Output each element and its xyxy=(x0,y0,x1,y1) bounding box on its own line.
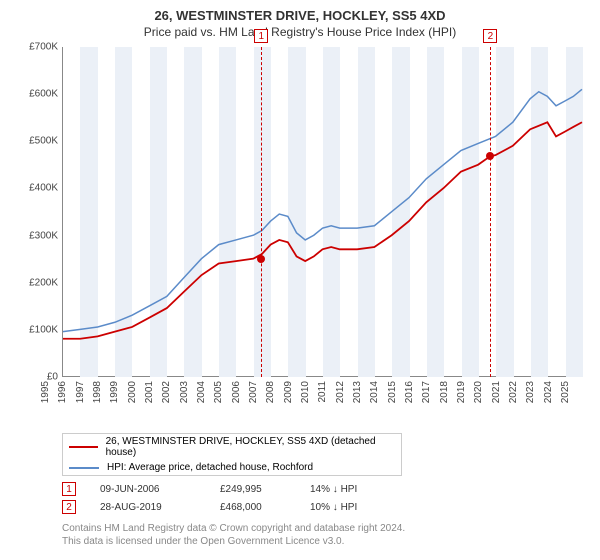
y-tick-label: £400K xyxy=(12,183,58,194)
sale-price: £468,000 xyxy=(220,502,310,513)
sale-diff: 14% ↓ HPI xyxy=(310,484,400,495)
event-point xyxy=(257,255,265,263)
y-tick-label: £200K xyxy=(12,277,58,288)
sale-badge: 2 xyxy=(62,500,76,514)
series-property xyxy=(63,122,582,338)
sales-table: 1 09-JUN-2006£249,99514% ↓ HPI 2 28-AUG-201… xyxy=(12,482,588,514)
event-line xyxy=(261,47,262,377)
legend-swatch xyxy=(69,467,99,469)
sale-diff: 10% ↓ HPI xyxy=(310,502,400,513)
event-line xyxy=(490,47,491,377)
legend-item: HPI: Average price, detached house, Roch… xyxy=(63,460,401,475)
chart-container: 26, WESTMINSTER DRIVE, HOCKLEY, SS5 4XD … xyxy=(0,0,600,560)
event-badge: 2 xyxy=(483,29,497,43)
chart-title: 26, WESTMINSTER DRIVE, HOCKLEY, SS5 4XD xyxy=(12,8,588,23)
legend-label: 26, WESTMINSTER DRIVE, HOCKLEY, SS5 4XD … xyxy=(106,436,395,458)
sale-badge: 1 xyxy=(62,482,76,496)
footer-line: Contains HM Land Registry data © Crown c… xyxy=(62,522,588,535)
sale-date: 28-AUG-2019 xyxy=(100,502,220,513)
event-point xyxy=(486,152,494,160)
sale-row: 1 09-JUN-2006£249,99514% ↓ HPI xyxy=(62,482,588,496)
sale-row: 2 28-AUG-2019£468,00010% ↓ HPI xyxy=(62,500,588,514)
y-tick-label: £700K xyxy=(12,42,58,53)
footer-line: This data is licensed under the Open Gov… xyxy=(62,535,588,548)
legend-label: HPI: Average price, detached house, Roch… xyxy=(107,462,313,473)
y-tick-label: £300K xyxy=(12,230,58,241)
legend: 26, WESTMINSTER DRIVE, HOCKLEY, SS5 4XD … xyxy=(62,433,402,476)
y-tick-label: £500K xyxy=(12,136,58,147)
chart-subtitle: Price paid vs. HM Land Registry's House … xyxy=(12,25,588,39)
event-badge: 1 xyxy=(254,29,268,43)
sale-date: 09-JUN-2006 xyxy=(100,484,220,495)
x-tick-label: 2025 xyxy=(560,381,600,403)
legend-item: 26, WESTMINSTER DRIVE, HOCKLEY, SS5 4XD … xyxy=(63,434,401,460)
plot-area: 12 xyxy=(62,47,582,377)
chart-area: £0£100K£200K£300K£400K£500K£600K£700K 12… xyxy=(12,45,588,425)
legend-swatch xyxy=(69,446,98,448)
series-hpi xyxy=(63,89,582,331)
line-series xyxy=(63,47,582,376)
sale-price: £249,995 xyxy=(220,484,310,495)
y-tick-label: £100K xyxy=(12,324,58,335)
y-tick-label: £600K xyxy=(12,89,58,100)
footer-attribution: Contains HM Land Registry data © Crown c… xyxy=(62,522,588,548)
